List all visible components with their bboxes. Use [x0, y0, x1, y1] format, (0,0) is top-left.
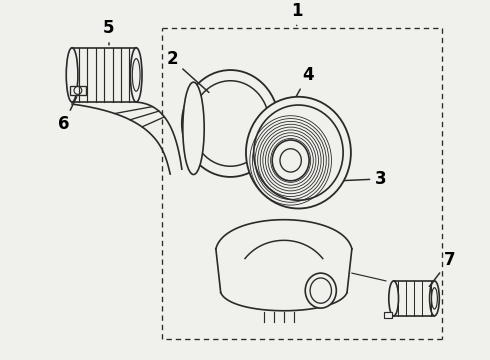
Text: 1: 1 [291, 2, 302, 26]
Text: 2: 2 [166, 50, 209, 93]
Ellipse shape [389, 281, 398, 316]
Ellipse shape [130, 48, 142, 102]
Ellipse shape [305, 273, 336, 308]
Text: 5: 5 [103, 19, 115, 45]
Ellipse shape [246, 97, 351, 208]
Ellipse shape [182, 70, 279, 177]
Ellipse shape [432, 288, 438, 309]
Ellipse shape [280, 149, 301, 172]
Ellipse shape [132, 59, 140, 91]
Ellipse shape [430, 281, 440, 316]
Circle shape [74, 86, 82, 94]
Text: 7: 7 [429, 251, 456, 287]
Polygon shape [384, 312, 392, 318]
Polygon shape [70, 86, 86, 95]
Ellipse shape [272, 140, 309, 181]
Text: 6: 6 [57, 97, 76, 134]
Ellipse shape [183, 82, 204, 175]
Ellipse shape [310, 278, 331, 303]
Ellipse shape [192, 81, 270, 166]
Ellipse shape [66, 48, 78, 102]
Ellipse shape [254, 105, 343, 200]
Text: 3: 3 [320, 170, 387, 188]
Text: 4: 4 [285, 66, 314, 116]
